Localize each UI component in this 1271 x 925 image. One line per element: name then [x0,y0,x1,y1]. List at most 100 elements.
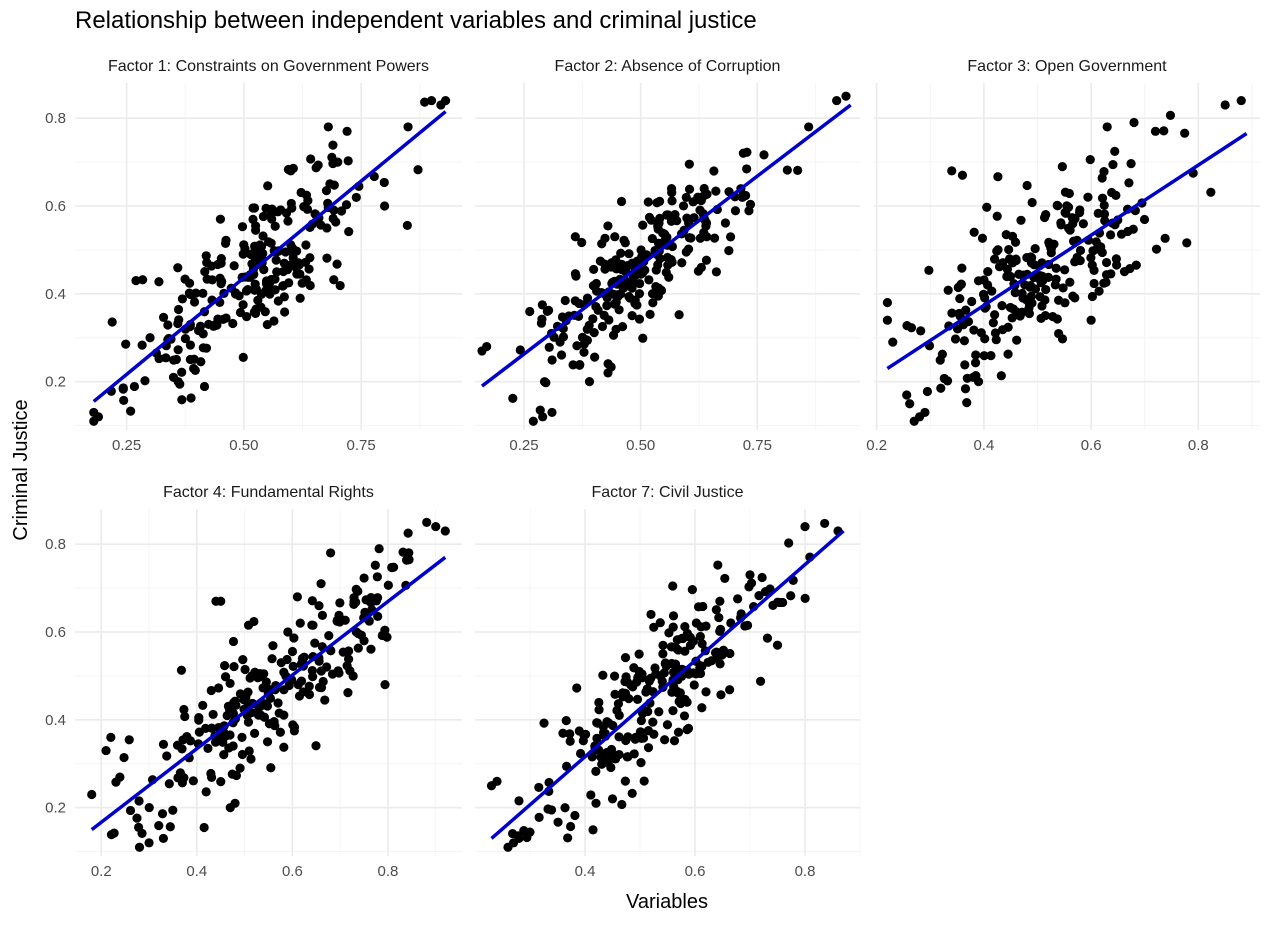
y-tick-label: 0.8 [45,536,66,553]
data-point [973,276,984,286]
data-point [271,255,281,265]
data-point [266,763,276,773]
data-point [1048,311,1058,322]
data-point [646,215,656,225]
data-point [307,620,317,630]
data-point [616,196,627,207]
data-point [610,754,621,764]
data-point [206,772,217,782]
data-point [618,282,628,292]
data-point [314,601,324,611]
data-point [969,227,979,237]
data-point [645,309,655,319]
data-point [967,296,977,307]
data-point [1050,280,1060,290]
data-point [440,526,450,536]
data-point [648,298,658,308]
data-point [207,723,217,733]
data-point [174,315,184,325]
data-point [1060,187,1071,197]
data-point [591,766,601,777]
data-point [343,654,354,664]
data-point [1010,237,1021,247]
data-point [216,253,226,264]
data-point [279,667,289,677]
data-point [677,258,687,268]
data-point [173,263,183,273]
data-point [228,741,238,751]
data-point [667,188,677,198]
data-point [660,735,670,745]
data-point [614,710,624,720]
data-point [1001,230,1011,240]
data-point [1030,284,1041,294]
data-point [124,735,134,745]
data-point [279,685,289,695]
data-point [687,585,697,595]
data-point [952,324,963,334]
data-point [244,746,254,756]
data-point [589,327,599,338]
data-point [582,324,592,334]
data-point [188,776,198,786]
data-point [711,605,721,615]
data-point [699,227,709,238]
data-point [154,277,164,287]
data-point [674,310,684,320]
data-point [568,360,578,370]
data-point [1129,117,1139,128]
data-point [570,296,580,306]
data-point [579,347,589,357]
data-point [283,164,294,175]
data-point [659,229,670,239]
data-point [525,306,535,317]
data-point [201,787,211,797]
data-point [691,669,701,679]
data-point [916,326,926,336]
data-point [213,683,224,693]
data-point [333,157,343,167]
data-point [324,631,334,641]
data-point [980,334,990,344]
data-point [696,622,706,632]
y-tick-label: 0.4 [45,286,66,303]
data-point [326,548,336,558]
data-point [273,296,283,306]
data-point [1053,295,1064,305]
data-point [106,830,117,840]
y-tick-label: 0.8 [45,110,66,127]
data-point [970,358,981,368]
data-point [1182,238,1192,248]
data-point [303,195,313,206]
data-point [440,95,451,106]
facet-strip-title: Factor 3: Open Government [967,58,1167,75]
data-point [1022,180,1032,191]
data-point [210,737,221,747]
data-point [1046,243,1056,254]
data-point [380,201,390,211]
data-point [541,378,551,388]
data-point [219,750,229,760]
data-point [693,602,704,612]
data-point [634,314,645,324]
data-point [316,666,326,676]
data-point [1008,304,1018,314]
data-point [1089,265,1099,275]
data-point [1035,292,1045,302]
data-point [361,595,371,605]
data-point [336,206,347,216]
data-point [701,687,711,697]
data-point [228,318,238,329]
data-point [173,773,183,783]
data-point [288,661,298,671]
data-point [565,729,575,739]
data-point [742,620,753,631]
data-point [634,649,644,659]
data-point [175,379,185,389]
data-point [980,293,990,303]
data-point [606,362,616,372]
data-point [683,244,694,254]
data-point [629,749,639,759]
data-point [558,728,568,738]
data-point [237,222,248,232]
